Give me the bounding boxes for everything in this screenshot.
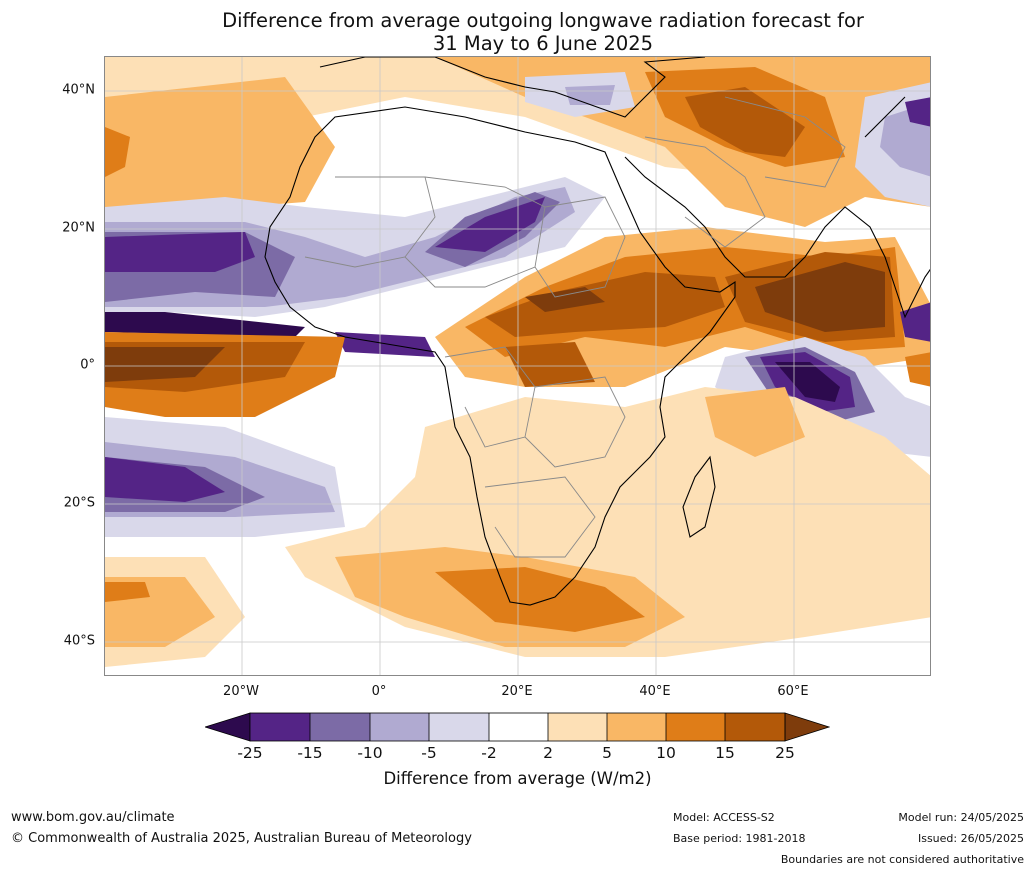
- title-line-2: 31 May to 6 June 2025: [432, 32, 654, 55]
- anomaly-atlantic-cool-core: [105, 232, 255, 272]
- anomaly-congo-warm: [505, 342, 595, 387]
- olr-anomaly-map: [104, 56, 931, 676]
- colorbar: [205, 712, 830, 742]
- graticule: [105, 57, 930, 675]
- anomaly-med-cool-mid: [565, 85, 615, 105]
- colorbar-tick: -2: [481, 744, 497, 762]
- border-east-africa: [524, 376, 626, 468]
- lon-label-20w: 20°W: [223, 684, 259, 699]
- anomaly-arabian-sea-warm-core: [755, 262, 885, 332]
- colorbar-tick: -5: [421, 744, 437, 762]
- map-title: Difference from average outgoing longwav…: [0, 9, 1035, 55]
- colorbar-tick: -25: [237, 744, 263, 762]
- colorbar-tick: 2: [543, 744, 553, 762]
- footer-copyright: © Commonwealth of Australia 2025, Austra…: [11, 831, 472, 846]
- colorbar-bin-3: [370, 713, 429, 741]
- colorbar-dividers: [309, 713, 726, 741]
- colorbar-tick: 15: [715, 744, 735, 762]
- title-line-1: Difference from average outgoing longwav…: [222, 9, 864, 32]
- coastlines: [264, 57, 930, 606]
- anomaly-mozambique-warm: [705, 387, 805, 457]
- colorbar-bin-1: [250, 713, 310, 741]
- madagascar-coast: [682, 455, 716, 538]
- anomaly-central-warm-strong: [485, 272, 725, 337]
- lat-label-40s: 40°S: [63, 633, 95, 649]
- country-borders: [304, 96, 846, 558]
- map-svg: [105, 57, 930, 675]
- anomaly-sw-warm-core: [105, 582, 150, 602]
- anomaly-middle-east-core: [685, 87, 805, 157]
- border-sudan: [534, 196, 626, 298]
- colorbar-bin-5: [489, 713, 548, 741]
- lat-label-40n: 40°N: [62, 82, 95, 98]
- lat-label-20s: 20°S: [63, 495, 95, 511]
- colorbar-title: Difference from average (W/m2): [383, 769, 652, 788]
- colorbar-frame: [249, 712, 786, 742]
- anomaly-eq-atlantic-warm-core: [105, 347, 225, 382]
- anomaly-north-atlantic: [105, 77, 335, 217]
- colorbar-tick: 5: [602, 744, 612, 762]
- anomaly-sahel-cool-core: [435, 197, 545, 252]
- caspian-coast: [864, 96, 906, 138]
- border-arabia: [644, 136, 766, 248]
- lat-label-20n: 20°N: [62, 220, 95, 236]
- anomaly-indian-cool-core: [775, 362, 840, 402]
- anomaly-north-atlantic-core: [105, 127, 130, 177]
- colorbar-tick: 10: [656, 744, 676, 762]
- colorbar-bin-2: [310, 713, 370, 741]
- anomaly-south-atlantic-warm-mid: [435, 567, 645, 632]
- arabia-india-coast: [624, 156, 930, 319]
- lat-label-0: 0°: [80, 357, 95, 373]
- footer-disclaimer: Boundaries are not considered authoritat…: [780, 853, 1024, 866]
- footer-issued: Issued: 26/05/2025: [917, 832, 1024, 845]
- europe-coast: [319, 57, 706, 118]
- colorbar-bin-8: [666, 713, 725, 741]
- africa-coast: [264, 106, 736, 606]
- lon-label-0: 0°: [371, 684, 387, 699]
- colorbar-extend-high: [784, 712, 830, 742]
- footer-model: Model: ACCESS-S2: [673, 811, 775, 824]
- border-west-africa: [304, 176, 436, 268]
- colorbar-bin-9: [725, 713, 785, 741]
- anomaly-tibet-cool-core: [905, 97, 930, 127]
- anomaly-itcz-cool-core: [105, 312, 305, 337]
- colorbar-bin-4: [429, 713, 489, 741]
- colorbar-tick: -15: [297, 744, 323, 762]
- border-iran: [724, 96, 846, 188]
- anomaly-gulf-guinea-cool: [335, 332, 435, 357]
- lon-label-40e: 40°E: [639, 684, 671, 699]
- colorbar-tick: 25: [775, 744, 795, 762]
- lon-label-20e: 20°E: [501, 684, 533, 699]
- footer-base-period: Base period: 1981-2018: [673, 832, 806, 845]
- footer-model-run: Model run: 24/05/2025: [898, 811, 1024, 824]
- anomaly-south-atlantic-cool-core: [105, 457, 225, 502]
- anomaly-east-indian-warm: [905, 352, 930, 387]
- border-congo: [444, 346, 536, 448]
- lon-label-60e: 60°E: [777, 684, 809, 699]
- colorbar-tick: -10: [357, 744, 383, 762]
- colorbar-bin-7: [607, 713, 666, 741]
- colorbar-bin-6: [548, 713, 607, 741]
- border-southern-africa: [484, 476, 596, 558]
- footer-website[interactable]: www.bom.gov.au/climate: [11, 810, 175, 825]
- colorbar-extend-low: [205, 712, 251, 742]
- anomaly-central-warm-core: [525, 287, 605, 312]
